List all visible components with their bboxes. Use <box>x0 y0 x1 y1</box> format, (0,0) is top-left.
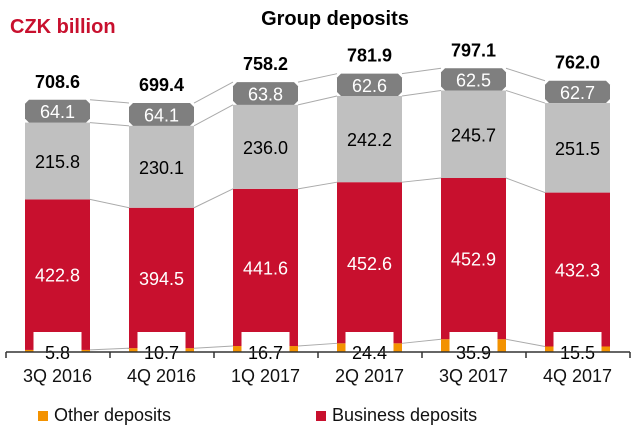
other-label-box <box>33 332 82 358</box>
connector-line <box>401 177 442 183</box>
unit-label: CZK billion <box>10 16 116 38</box>
connector-line <box>401 90 442 97</box>
data-label-business: 452.9 <box>451 250 496 270</box>
data-label-business: 394.5 <box>139 269 184 289</box>
data-label-other: 15.5 <box>560 343 595 363</box>
chart-title: Group deposits <box>261 8 409 30</box>
data-label-business: 441.6 <box>243 258 288 278</box>
data-label-series-3: 230.1 <box>139 158 184 178</box>
bar-segment-1 <box>545 192 610 347</box>
other-label-box <box>345 332 394 358</box>
connector-line <box>297 181 338 190</box>
data-label-series-4: 64.1 <box>144 105 179 125</box>
data-label-business: 432.3 <box>555 261 600 281</box>
data-label-other: 16.7 <box>248 343 283 363</box>
connector-line <box>193 104 234 127</box>
category-label: 4Q 2016 <box>127 366 196 386</box>
connector-line <box>297 342 338 347</box>
data-label-total: 708.6 <box>35 72 80 92</box>
data-label-series-4: 62.6 <box>352 76 387 96</box>
data-label-total: 699.4 <box>139 75 184 95</box>
data-label-series-3: 242.2 <box>347 130 392 150</box>
connector-line <box>401 67 442 75</box>
other-label-box <box>137 332 186 358</box>
bar-segment-1 <box>129 207 194 349</box>
bar-segment-1 <box>441 177 506 340</box>
connector-line <box>505 177 546 194</box>
plot-area: 5.8 422.8 215.8 64.1 708.6 3Q 2016 10.7 394.5 23… <box>5 40 631 386</box>
bar-segment-1 <box>233 188 298 347</box>
legend-label-business: Business deposits <box>332 405 478 425</box>
connector-line <box>505 67 546 82</box>
data-label-series-4: 62.5 <box>456 70 491 90</box>
connector-line <box>297 95 338 106</box>
connector-line <box>297 73 338 83</box>
other-label-box <box>553 332 602 358</box>
data-label-series-3: 251.5 <box>555 139 600 159</box>
bar-segment-3 <box>337 73 402 96</box>
connector-line <box>89 122 130 127</box>
bar-segment-3 <box>441 68 506 91</box>
connector-line <box>89 198 130 209</box>
bar-segment-2 <box>129 125 194 208</box>
bar-segment-3 <box>233 82 298 105</box>
category-label: 3Q 2017 <box>439 366 508 386</box>
legend-label-other: Other deposits <box>54 405 172 425</box>
data-label-series-3: 236.0 <box>243 138 288 158</box>
data-label-other: 24.4 <box>352 343 387 363</box>
data-label-business: 422.8 <box>35 266 80 286</box>
bar-segment-2 <box>337 95 402 183</box>
legend-item-other: Other deposits <box>38 405 171 426</box>
connector-line <box>401 338 442 344</box>
connector-line <box>505 338 546 347</box>
connector-line <box>89 99 130 104</box>
category-label: 4Q 2017 <box>543 366 612 386</box>
data-label-series-3: 215.8 <box>35 152 80 172</box>
connector-line <box>193 188 234 209</box>
data-label-series-4: 62.7 <box>560 83 595 103</box>
connector-line <box>505 90 546 104</box>
data-label-series-3: 245.7 <box>451 125 496 145</box>
connector-line <box>193 81 234 104</box>
data-label-series-4: 63.8 <box>248 84 283 104</box>
other-label-box <box>241 332 290 358</box>
data-label-total: 762.0 <box>555 53 600 73</box>
data-label-business: 452.6 <box>347 254 392 274</box>
data-label-total: 781.9 <box>347 46 392 66</box>
data-label-total: 797.1 <box>451 40 496 60</box>
category-label: 2Q 2017 <box>335 366 404 386</box>
data-label-other: 35.9 <box>456 343 491 363</box>
category-label: 1Q 2017 <box>231 366 300 386</box>
bar-segment-1 <box>337 182 402 344</box>
bar-segment-2 <box>25 122 90 200</box>
data-label-total: 758.2 <box>243 54 288 74</box>
bar-segment-2 <box>545 103 610 193</box>
other-label-box <box>449 332 498 358</box>
bar-segment-3 <box>25 99 90 123</box>
data-label-series-4: 64.1 <box>40 102 75 122</box>
bar-segment-2 <box>441 90 506 178</box>
bar-segment-3 <box>545 80 610 104</box>
data-label-other: 10.7 <box>144 343 179 363</box>
connector-line <box>89 347 130 351</box>
bar-segment-1 <box>25 199 90 350</box>
legend-swatch-business <box>316 410 326 421</box>
data-label-other: 5.8 <box>45 343 70 363</box>
bar-segment-3 <box>129 103 194 126</box>
category-label: 3Q 2016 <box>23 366 92 386</box>
legend-item-business: Business deposits <box>316 405 477 426</box>
legend-swatch-other <box>38 410 48 421</box>
bar-segment-2 <box>233 104 298 189</box>
connector-line <box>193 345 234 349</box>
